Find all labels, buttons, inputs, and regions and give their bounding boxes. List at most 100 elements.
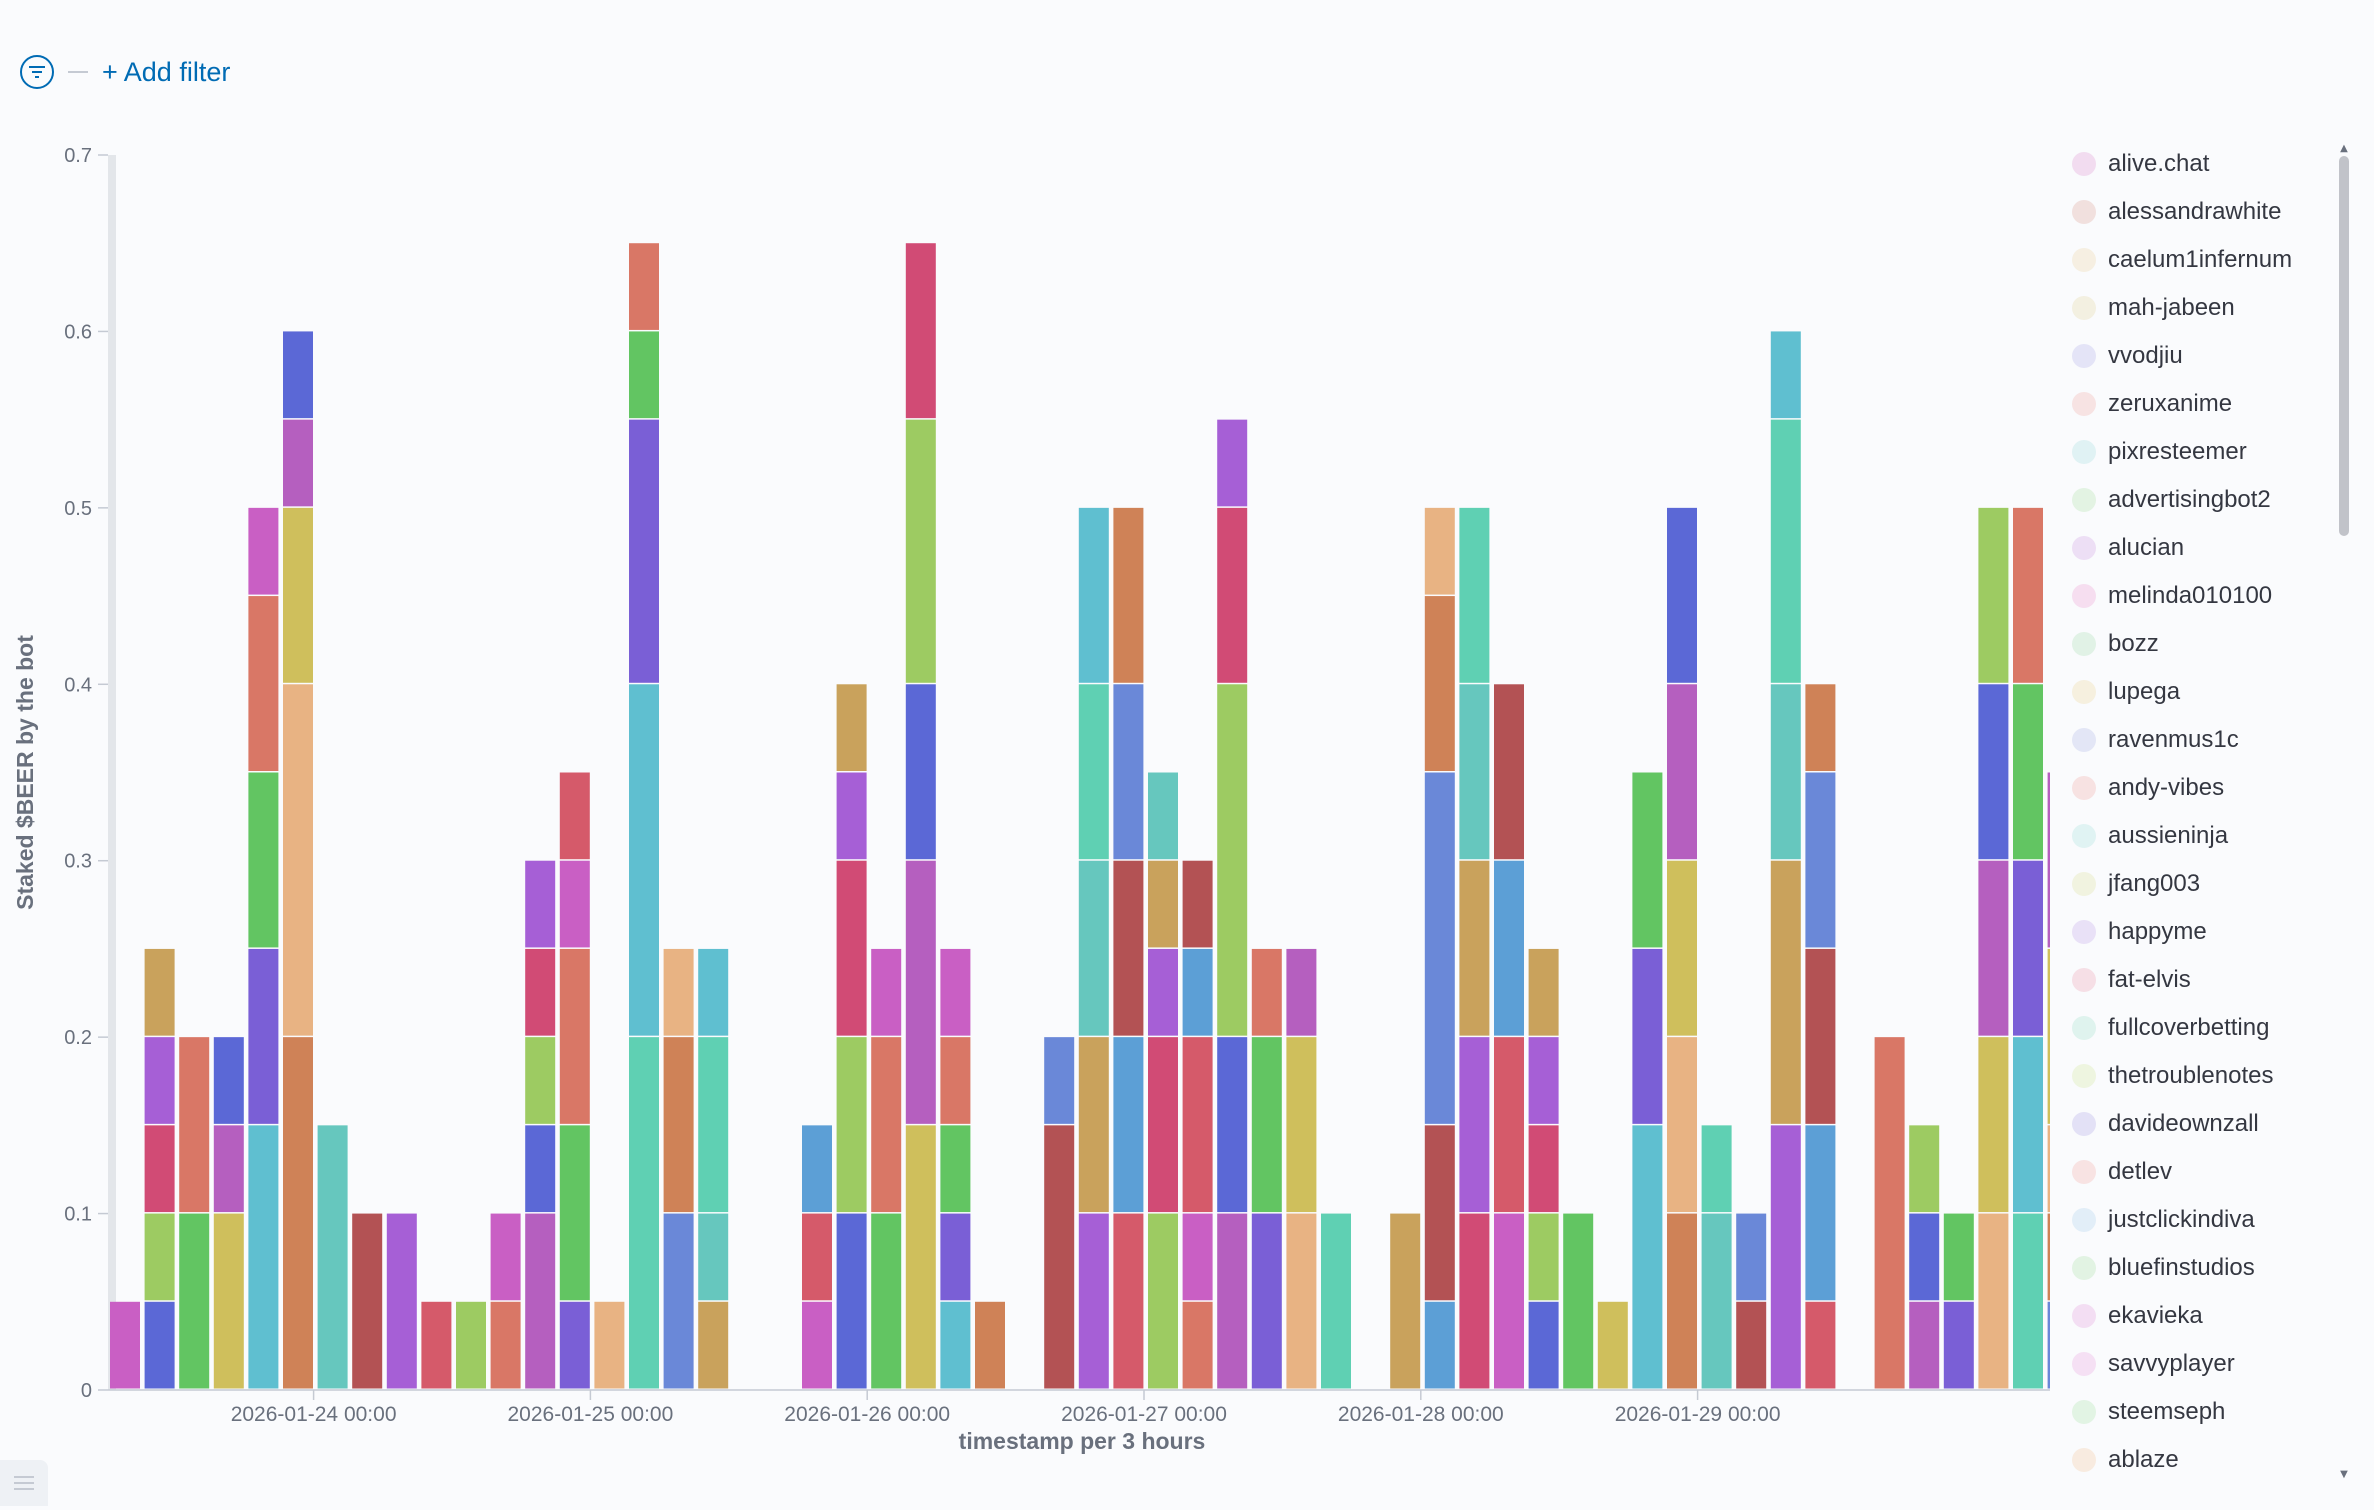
bar-segment xyxy=(1494,684,1524,860)
bar-segment xyxy=(2013,507,2043,683)
legend-item[interactable]: mah-jabeen xyxy=(2060,284,2360,332)
bar-segment xyxy=(594,1301,625,1389)
legend-item[interactable]: zeruxanime xyxy=(2060,380,2360,428)
y-tick-label: 0.4 xyxy=(64,674,92,696)
bar-segment xyxy=(1978,1037,2009,1213)
legend-label: alive.chat xyxy=(2108,150,2210,177)
bar-segment xyxy=(1251,1213,1282,1389)
bar-segment xyxy=(1217,1037,1248,1213)
legend-item[interactable]: ablaze xyxy=(2060,1436,2360,1480)
legend-label: davideownzall xyxy=(2108,1110,2259,1137)
bar-segment xyxy=(1286,948,1317,1036)
bar-segment xyxy=(1494,1037,1524,1213)
legend-item[interactable]: pixresteemer xyxy=(2060,428,2360,476)
filter-icon[interactable] xyxy=(20,55,54,89)
x-tick-label: 2026-01-28 00:00 xyxy=(1338,1403,1504,1426)
bar-segment xyxy=(871,948,902,1036)
bar-segment xyxy=(1251,948,1282,1036)
legend-dot-icon xyxy=(2072,1352,2096,1376)
legend-item[interactable]: melinda010100 xyxy=(2060,572,2360,620)
bar-segment xyxy=(213,1125,244,1213)
bar-segment xyxy=(283,684,313,1036)
legend-item[interactable]: detlev xyxy=(2060,1148,2360,1196)
legend-item[interactable]: advertisingbot2 xyxy=(2060,476,2360,524)
legend-item[interactable]: steemseph xyxy=(2060,1388,2360,1436)
legend-scrollbar[interactable]: ▲ ▼ xyxy=(2337,142,2351,1482)
legend-item[interactable]: jfang003 xyxy=(2060,860,2360,908)
bar-segment xyxy=(1459,507,1490,683)
legend-item[interactable]: happyme xyxy=(2060,908,2360,956)
legend-dot-icon xyxy=(2072,344,2096,368)
legend-item[interactable]: justclickindiva xyxy=(2060,1196,2360,1244)
legend-label: caelum1infernum xyxy=(2108,246,2293,273)
bar-segment xyxy=(1113,1037,1144,1213)
bar-segment xyxy=(905,860,936,1124)
stacked-bar-chart: 0 0.1 0.2 0.3 0.4 0.5 0.6 0.7 2026-01-24 00:00 20… xyxy=(12,145,2050,1454)
y-tick-label: 0.2 xyxy=(64,1027,92,1049)
legend-label: fat-elvis xyxy=(2108,966,2191,993)
legend-item[interactable]: vvodjiu xyxy=(2060,332,2360,380)
legend-dot-icon xyxy=(2072,680,2096,704)
bar-segment xyxy=(1113,860,1144,1036)
bar-segment xyxy=(1563,1213,1594,1389)
scroll-down-icon[interactable]: ▼ xyxy=(2340,1469,2348,1480)
bar-segment xyxy=(1217,1213,1248,1389)
bar-segment xyxy=(663,948,694,1036)
legend-item[interactable]: davideownzall xyxy=(2060,1100,2360,1148)
bar-segment xyxy=(1424,1125,1455,1301)
bar-segment xyxy=(490,1213,521,1301)
bar-segment xyxy=(905,684,936,860)
legend-item[interactable]: lupega xyxy=(2060,668,2360,716)
legend-dot-icon xyxy=(2072,584,2096,608)
legend-dot-icon xyxy=(2072,1304,2096,1328)
legend-item[interactable]: ravenmus1c xyxy=(2060,716,2360,764)
legend-dot-icon xyxy=(2072,1160,2096,1184)
bar-segment xyxy=(1148,948,1178,1036)
add-filter-button[interactable]: + Add filter xyxy=(102,56,231,87)
bar-segment xyxy=(1078,1037,1109,1213)
legend-toggle-button[interactable] xyxy=(0,1460,48,1506)
bar-segment xyxy=(1978,860,2009,1036)
legend-label: mah-jabeen xyxy=(2108,294,2235,321)
bar-segment xyxy=(1148,860,1178,948)
bar-segment xyxy=(179,1213,210,1389)
bar-segment xyxy=(144,1037,175,1124)
bar-segment xyxy=(940,1125,971,1213)
legend-label: bozz xyxy=(2108,630,2159,657)
legend-item[interactable]: aussieninja xyxy=(2060,812,2360,860)
bar-segment xyxy=(698,1213,729,1301)
bar-segment xyxy=(2013,684,2043,860)
legend-label: pixresteemer xyxy=(2108,438,2247,465)
legend-item[interactable]: alessandrawhite xyxy=(2060,188,2360,236)
legend-scroll-thumb[interactable] xyxy=(2339,156,2349,536)
legend-item[interactable]: alucian xyxy=(2060,524,2360,572)
bar-segment xyxy=(179,1037,210,1213)
legend-item[interactable]: fullcoverbetting xyxy=(2060,1004,2360,1052)
bar-segment xyxy=(1078,684,1109,860)
legend-item[interactable]: andy-vibes xyxy=(2060,764,2360,812)
bar-segment xyxy=(1424,772,1455,1124)
legend-item[interactable]: ekavieka xyxy=(2060,1292,2360,1340)
scroll-up-icon[interactable]: ▲ xyxy=(2340,143,2348,154)
legend-dot-icon xyxy=(2072,200,2096,224)
bar-segment xyxy=(1632,948,1663,1124)
bar-segment xyxy=(490,1301,521,1389)
legend-item[interactable]: thetroublenotes xyxy=(2060,1052,2360,1100)
bar-segment xyxy=(283,507,313,683)
bar-segment xyxy=(1182,1037,1213,1213)
bar-segment xyxy=(1943,1301,1974,1389)
bar-segment xyxy=(2047,1301,2050,1389)
bar-segment xyxy=(525,948,556,1036)
legend-item[interactable]: savvyplayer xyxy=(2060,1340,2360,1388)
bar-segment xyxy=(1078,507,1109,683)
legend-dot-icon xyxy=(2072,776,2096,800)
legend-item[interactable]: bluefinstudios xyxy=(2060,1244,2360,1292)
bar-segment xyxy=(1805,1125,1836,1301)
bar-segment xyxy=(1770,419,1801,683)
bar-segment xyxy=(905,1125,936,1389)
legend-item[interactable]: bozz xyxy=(2060,620,2360,668)
legend-item[interactable]: fat-elvis xyxy=(2060,956,2360,1004)
bar-segment xyxy=(836,1037,867,1213)
legend-item[interactable]: alive.chat xyxy=(2060,140,2360,188)
legend-item[interactable]: caelum1infernum xyxy=(2060,236,2360,284)
